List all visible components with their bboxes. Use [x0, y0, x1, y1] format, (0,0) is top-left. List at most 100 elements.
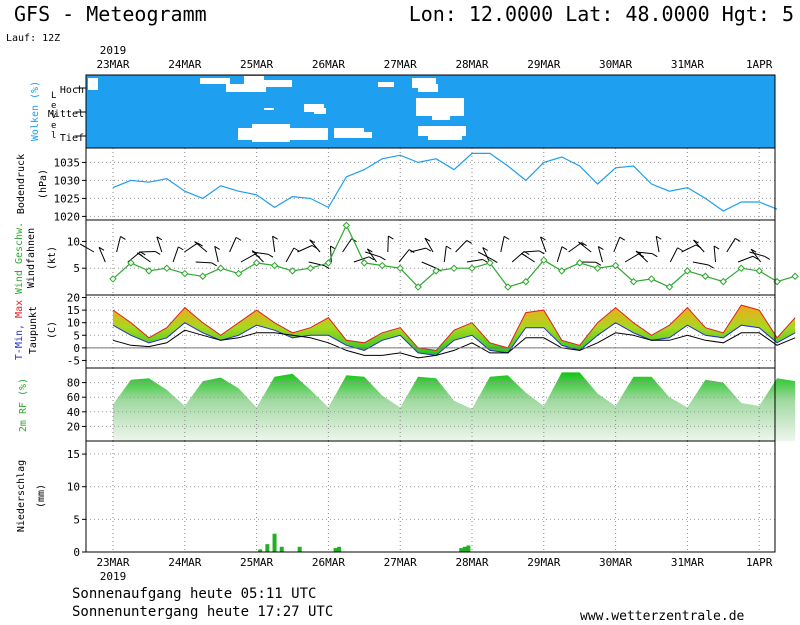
precip-bar	[337, 546, 342, 552]
wind-barb-flag	[521, 252, 527, 257]
wind-barb	[353, 256, 370, 263]
wind-speed-point	[414, 283, 422, 291]
source-link[interactable]: www.wetterzentrale.de	[580, 609, 745, 624]
cloud-gap	[428, 134, 462, 140]
wind-speed-point	[683, 267, 692, 275]
wind-unit: (kt)	[47, 246, 58, 270]
wind-barb-flag	[251, 250, 258, 255]
wind-barb	[297, 245, 313, 253]
day-label-bottom: 28MAR	[455, 556, 488, 569]
day-label-bottom: 27MAR	[384, 556, 417, 569]
wind-barb-flag	[708, 264, 714, 269]
wind-barb	[251, 250, 264, 263]
run-label: Lauf: 12Z	[6, 33, 61, 44]
wind-barb-flag	[482, 259, 488, 263]
wind-speed-point	[270, 261, 279, 270]
wind-barb	[692, 261, 709, 266]
day-label-top: 27MAR	[384, 58, 417, 71]
wind-barb	[309, 239, 321, 253]
precip-bar	[459, 548, 464, 552]
rh-ylabel: 2m RF (%)	[18, 378, 29, 432]
rh-left-blank	[86, 368, 113, 441]
day-label-bottom: 23MAR	[96, 556, 129, 569]
wind-barb	[387, 235, 389, 253]
pressure-frame	[85, 147, 776, 221]
temp-axis-tick-label: 20	[67, 292, 80, 305]
wind-barb	[500, 236, 505, 253]
day-label-bottom: 1APR	[746, 556, 773, 569]
wind-speed-point	[629, 277, 638, 286]
wind-barb-flag	[713, 245, 720, 250]
wind-speed-point	[665, 283, 674, 291]
wind-barb	[749, 251, 765, 257]
wind-barb	[443, 246, 447, 263]
temp-axis-tick-label: 5	[73, 329, 80, 342]
wind-speed-point	[504, 283, 512, 291]
wind-barb-flag	[368, 256, 375, 261]
wind-barb	[556, 246, 563, 263]
wind-barb-flag	[194, 241, 201, 246]
wind-barb	[421, 261, 437, 269]
wind-speed-point	[145, 267, 153, 275]
precip-bar	[258, 549, 263, 552]
wind-speed-point	[163, 264, 171, 272]
cloud-gap	[432, 116, 450, 120]
day-label-bottom: 29MAR	[527, 556, 560, 569]
wind-speed-point	[593, 264, 602, 272]
precip-axis-tick-label: 15	[67, 448, 80, 461]
wind-ylabel: Wind Geschw.	[14, 222, 25, 294]
wind-barb	[272, 236, 276, 253]
cloud-gap	[264, 108, 274, 110]
wind-speed-point	[127, 259, 135, 267]
precip-bar	[466, 545, 471, 552]
wind-barb	[116, 236, 121, 253]
dewpoint-line	[112, 329, 796, 359]
cloud-title: Wolken (%)	[30, 81, 41, 141]
rh-axis-tick-label: 60	[67, 391, 80, 404]
sunset-text: Sonnenuntergang heute 17:27 UTC	[72, 604, 334, 620]
wind-barb-flag	[211, 262, 217, 267]
wind-barb	[398, 249, 410, 263]
wind-barb	[342, 238, 352, 253]
wind-barb	[365, 251, 381, 258]
temp-unit: (C)	[47, 321, 58, 339]
wind-speed-point	[306, 264, 315, 272]
pressure-axis-tick-label: 1030	[54, 174, 81, 187]
wind-barb	[693, 239, 705, 253]
day-label-top: 25MAR	[240, 58, 273, 71]
wind-barb	[613, 236, 621, 253]
wind-barb-flag	[214, 245, 220, 250]
wind-barb-flag	[635, 250, 642, 255]
wind-barb	[750, 248, 762, 263]
precip-bar	[265, 544, 270, 552]
pressure-ylabel: Bodendruck	[16, 154, 27, 214]
precip-frame	[85, 440, 776, 553]
wind-barb	[424, 237, 434, 253]
wind-speed-point	[522, 277, 530, 286]
wind-speed-point	[755, 267, 763, 275]
year-label-bottom: 2019	[100, 570, 127, 583]
wind-barb-flag	[120, 236, 126, 240]
wind-barb	[156, 236, 163, 253]
wind-barb	[184, 242, 198, 253]
precip-axis-tick-label: 0	[73, 546, 80, 559]
wind-barb-flag	[388, 235, 394, 240]
wind-speed-point	[234, 269, 243, 278]
wind-barb	[624, 253, 640, 263]
wind-barb	[540, 236, 547, 253]
wind-barb	[410, 247, 427, 253]
wind-barb-flag	[492, 259, 498, 263]
wind-barb	[139, 250, 156, 253]
cloud-level-label: Hoch	[60, 85, 84, 96]
temp-min-line	[112, 322, 796, 356]
cloud-gap	[200, 78, 230, 84]
dewpoint-ylabel: Taupunkt	[28, 306, 39, 354]
wind-barb	[214, 246, 219, 263]
cloud-gap	[412, 78, 436, 88]
wind-barb	[636, 251, 653, 255]
wind-barb-flag	[178, 246, 184, 251]
wind-speed-point	[791, 272, 799, 280]
wind-speed-point	[252, 259, 261, 267]
day-label-top: 24MAR	[168, 58, 201, 71]
wind-barb-flag	[581, 242, 587, 247]
